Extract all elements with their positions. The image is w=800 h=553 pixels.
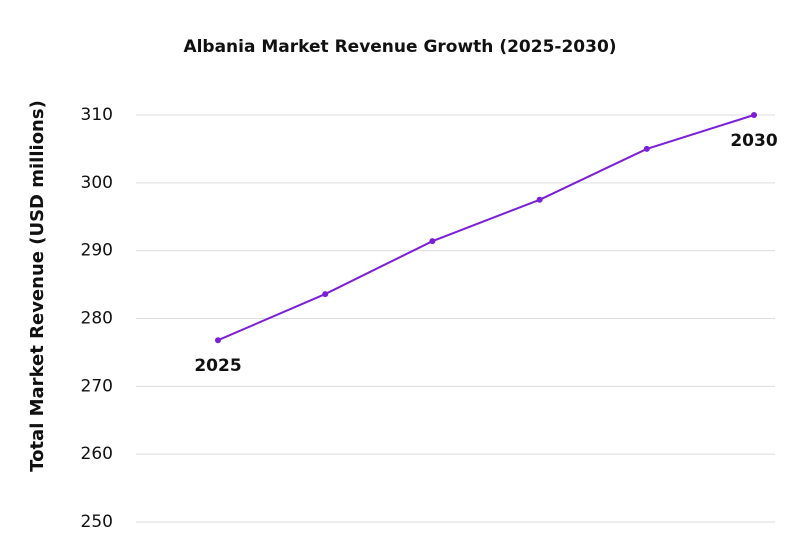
point-label: 2025 <box>194 356 241 376</box>
line <box>217 114 755 342</box>
chart-title: Albania Market Revenue Growth (2025-2030… <box>183 37 616 57</box>
point-label: 2030 <box>730 131 777 151</box>
y-tick-label: 270 <box>81 376 113 396</box>
point <box>322 291 329 298</box>
point <box>429 238 436 245</box>
y-tick-label: 290 <box>81 241 113 261</box>
y-tick-label: 250 <box>81 512 113 532</box>
y-tick-label: 300 <box>81 173 113 193</box>
point <box>643 145 650 152</box>
y-tick-label: 280 <box>81 309 113 329</box>
y-tick-label: 260 <box>81 444 113 464</box>
y-tick-label: 310 <box>81 105 113 125</box>
point <box>536 196 543 203</box>
point <box>751 112 757 118</box>
point <box>215 337 221 344</box>
y-axis-title: Total Market Revenue (USD millions) <box>27 100 48 472</box>
